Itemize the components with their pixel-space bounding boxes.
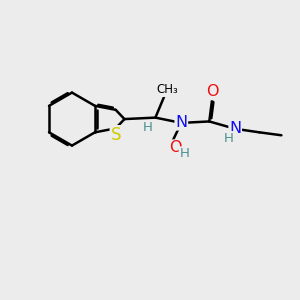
Text: O: O (169, 140, 182, 155)
Text: H: H (143, 122, 153, 134)
Text: H: H (224, 132, 234, 145)
Text: CH₃: CH₃ (156, 83, 178, 96)
Text: N: N (175, 115, 188, 130)
Text: S: S (110, 126, 121, 144)
Text: N: N (229, 121, 241, 136)
Text: H: H (179, 147, 189, 160)
Text: O: O (206, 85, 218, 100)
